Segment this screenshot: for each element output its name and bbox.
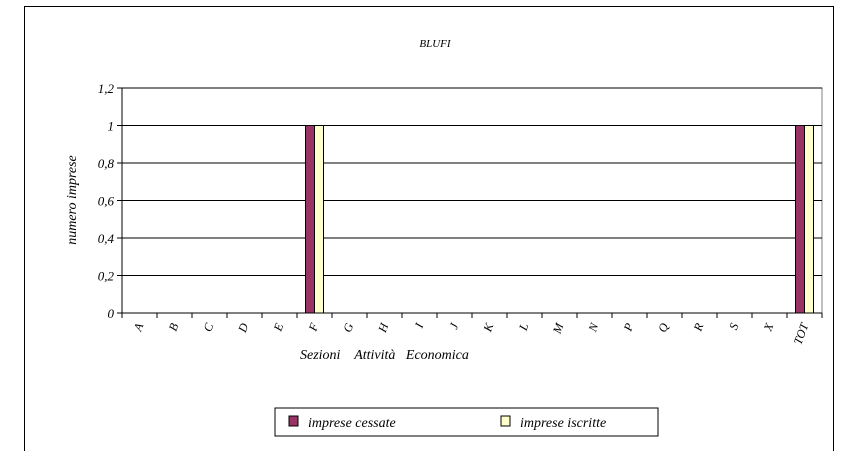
bar-imprese-iscritte-TOT	[804, 125, 814, 314]
x-tick-label: M	[549, 320, 566, 336]
x-tick-label: P	[620, 321, 636, 334]
y-tick-label: 0,4	[98, 231, 115, 246]
x-tick-label: G	[340, 321, 356, 334]
x-tick-label: D	[235, 321, 252, 335]
x-tick-label: J	[446, 321, 461, 331]
x-tick-label: N	[585, 320, 602, 334]
x-tick-label: H	[375, 320, 392, 335]
y-tick-label: 0	[108, 306, 115, 321]
x-tick-label: I	[411, 320, 426, 330]
x-tick-label: R	[690, 321, 706, 334]
x-tick-label: X	[760, 321, 776, 334]
x-axis-label: Sezioni Attività Economica	[300, 348, 469, 363]
y-axis-label: numero imprese	[65, 155, 80, 245]
x-tick-label: B	[166, 321, 182, 333]
x-tick-label: K	[480, 320, 497, 334]
x-tick-label: A	[130, 321, 146, 334]
y-tick-label: 0,8	[98, 156, 115, 171]
legend-box	[274, 407, 659, 437]
x-tick-label: F	[305, 321, 321, 334]
y-tick-label: 1	[108, 119, 115, 134]
y-tick-labels: 0 0,2 0,4 0,6 0,8 1 1,2	[98, 81, 115, 321]
y-tick-label: 1,2	[98, 81, 115, 96]
x-tick-labels: A B C D E F G H I J K L M N P Q R S X TOT	[130, 320, 811, 347]
x-tick-label: Q	[655, 321, 671, 334]
bar-imprese-cessate-F	[305, 125, 315, 314]
y-tick-label: 0,2	[98, 269, 115, 284]
bars	[305, 125, 814, 314]
legend-label: imprese cessate	[308, 416, 396, 431]
legend-swatch	[500, 415, 511, 427]
legend-label: imprese iscritte	[520, 416, 606, 431]
x-tick-label: S	[726, 321, 741, 331]
x-tick-label: C	[200, 320, 216, 333]
chart-frame	[24, 6, 834, 451]
bar-imprese-iscritte-F	[314, 125, 324, 314]
x-tick-label: TOT	[791, 320, 812, 347]
bar-imprese-cessate-TOT	[795, 125, 805, 314]
gridlines	[121, 87, 823, 314]
x-tick-label: L	[516, 321, 532, 333]
y-tick-label: 0,6	[98, 194, 115, 209]
chart-title: BLUFI	[419, 38, 452, 50]
axes	[117, 87, 823, 318]
legend: imprese cessate imprese iscritte	[274, 407, 659, 437]
legend-swatch	[288, 415, 299, 427]
x-tick-label: E	[270, 321, 286, 334]
